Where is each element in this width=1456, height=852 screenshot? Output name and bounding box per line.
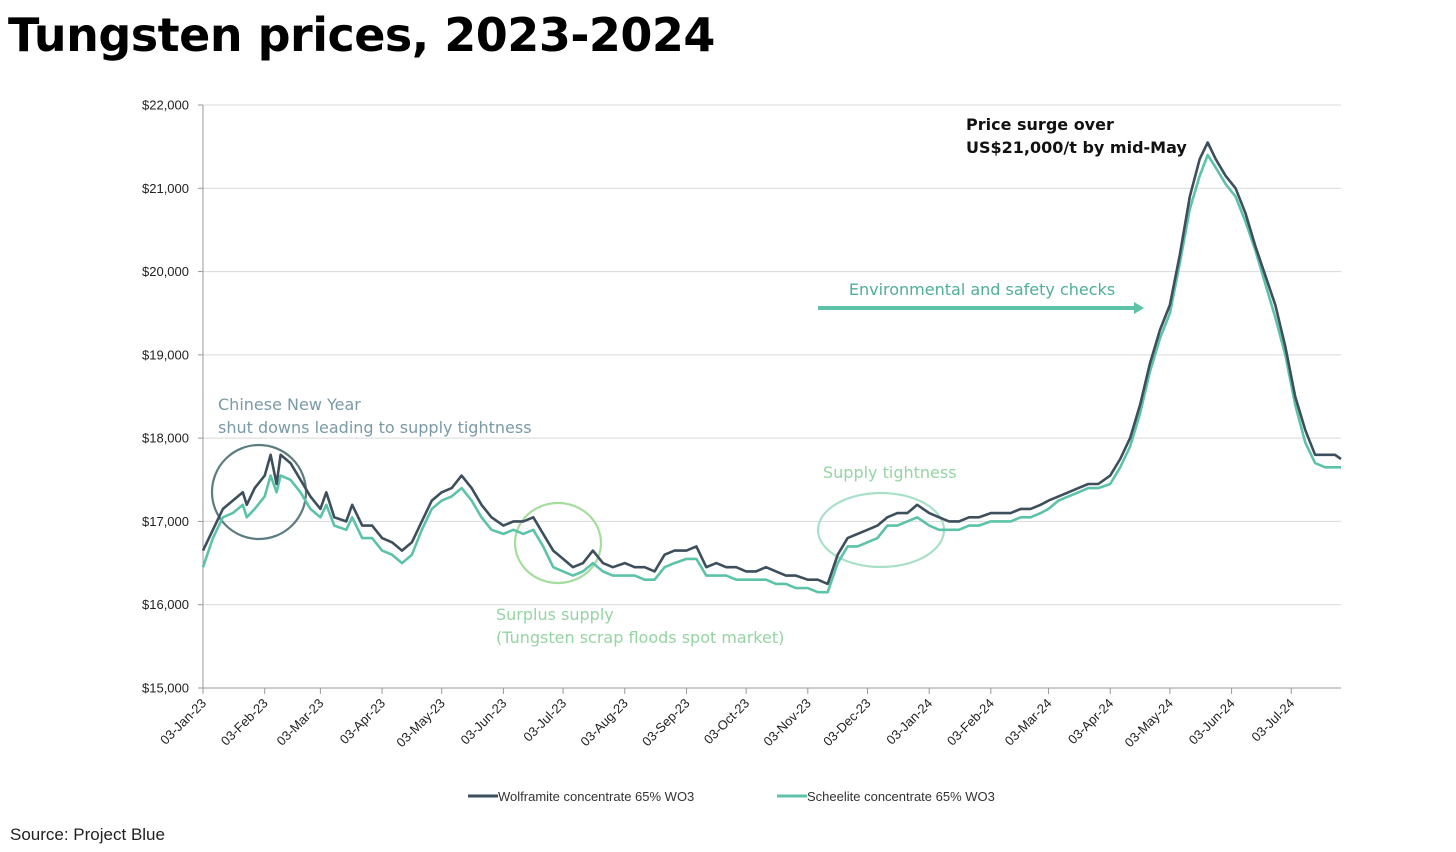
axes [202,105,1341,689]
y-tick-label: $17,000 [142,514,189,529]
annotation-text: Surplus supply [496,605,614,624]
x-tick-label: 03-Jun-23 [458,696,510,748]
y-tick-label: $21,000 [142,181,189,196]
x-tick-label: 03-Jul-24 [1248,696,1297,745]
annotation-text: Chinese New Year [218,395,361,414]
annotation-text: Price surge over [966,115,1114,134]
x-tick-label: 03-Mar-23 [273,696,326,749]
legend-label: Wolframite concentrate 65% WO3 [498,789,694,804]
x-tick-label: 03-May-24 [1121,696,1176,751]
y-tick-label: $15,000 [142,681,189,696]
annotation-text: US$21,000/t by mid-May [966,138,1187,157]
x-tick-label: 03-Oct-23 [701,696,752,747]
series-line [201,153,1341,594]
x-tick-label: 03-Jan-24 [883,696,935,748]
annotation-circle [513,501,603,585]
annotation-text: Supply tightness [823,463,957,482]
series-lines [201,141,1342,594]
annotation-text: Environmental and safety checks [849,280,1115,299]
legend-label: Scheelite concentrate 65% WO3 [807,789,995,804]
annotation-shapes [210,302,1144,585]
annotation-arrow-head [1134,302,1144,314]
x-tick-label: 03-Sep-23 [639,696,693,750]
annotation-text: shut downs leading to supply tightness [218,418,532,437]
x-tick-label: 03-Jan-23 [157,696,209,748]
legend: Wolframite concentrate 65% WO3 Scheelite … [468,789,995,804]
x-tick-label: 03-Jun-24 [1186,696,1238,748]
y-tick-label: $20,000 [142,264,189,279]
series-line [201,141,1342,586]
x-tick-label: 03-Feb-24 [944,696,997,749]
x-tick-label: 03-Jul-23 [520,696,569,745]
source-note: Source: Project Blue [10,825,165,844]
y-tick-label: $22,000 [142,98,189,113]
x-tick-label: 03-Feb-23 [218,696,271,749]
annotation-texts: Chinese New Year shut downs leading to su… [218,115,1187,647]
x-tick-label: 03-Mar-24 [1002,696,1055,749]
annotation-text: (Tungsten scrap floods spot market) [496,628,784,647]
page-title: Tungsten prices, 2023-2024 [8,8,715,62]
x-tick-label: 03-Nov-23 [760,696,814,750]
x-tick-label: 03-May-23 [393,696,448,751]
gridlines [203,104,1341,606]
y-axis-ticks: $15,000 $16,000 $17,000 $18,000 $19,000 $20,0… [142,98,203,696]
x-tick-label: 03-Apr-24 [1065,696,1116,747]
y-tick-label: $18,000 [142,431,189,446]
y-tick-label: $19,000 [142,347,189,362]
x-tick-label: 03-Aug-23 [577,696,631,750]
x-axis-ticks: 03-Jan-23 03-Feb-23 03-Mar-23 03-Apr-23 03-M… [157,688,1297,750]
x-tick-label: 03-Apr-23 [337,696,388,747]
y-tick-label: $16,000 [142,597,189,612]
x-tick-label: 03-Dec-23 [820,696,874,750]
annotation-circle [210,443,308,541]
